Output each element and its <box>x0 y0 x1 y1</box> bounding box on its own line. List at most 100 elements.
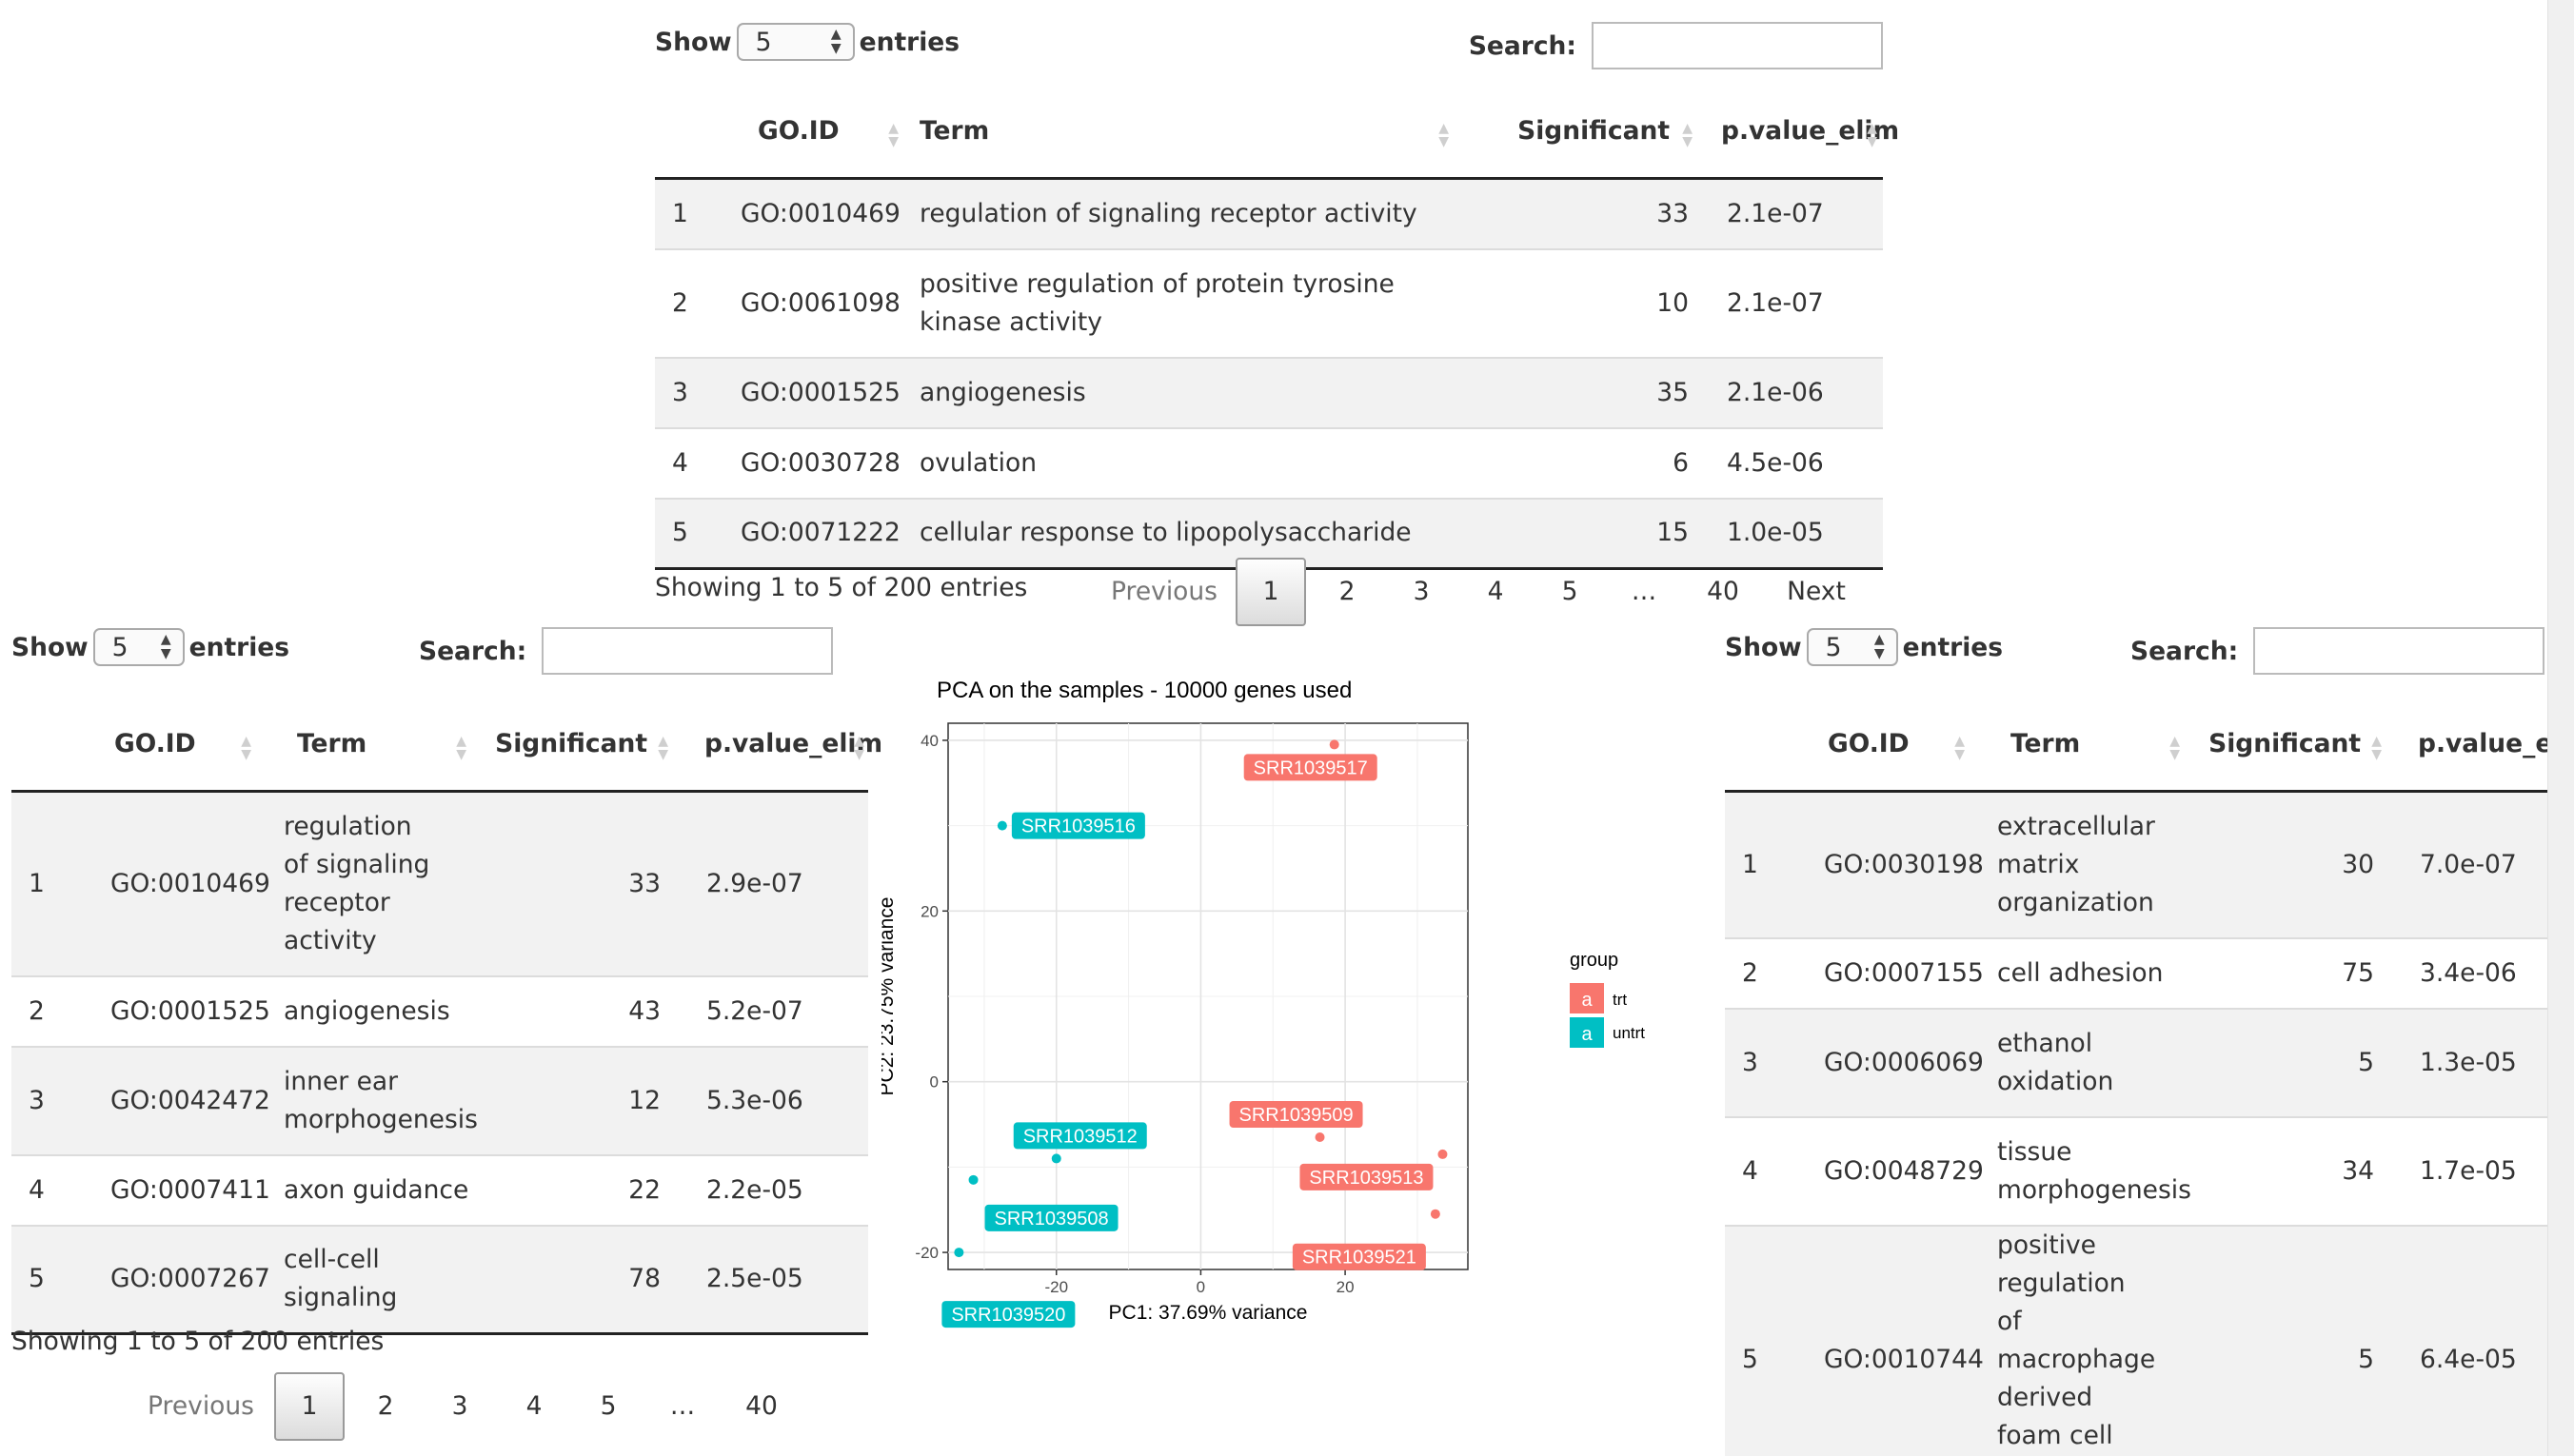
previous-button[interactable]: Previous <box>148 1391 254 1421</box>
pvalue-cell: 2.9e-07 <box>672 791 868 976</box>
table-row[interactable]: 2 GO:0007155 cell adhesion 75 3.4e-06 <box>1725 936 2574 1009</box>
x-axis-title: PC1: 37.69% variance <box>1109 1302 1308 1324</box>
search-input[interactable] <box>1592 22 1883 69</box>
go-id-cell: GO:0030728 <box>741 426 902 499</box>
row-index: 4 <box>11 1153 84 1226</box>
sort-icon: ▲ ▼ <box>1682 121 1693 149</box>
y-tick-label: -20 <box>915 1244 939 1262</box>
significant-cell: 15 <box>1464 497 1698 570</box>
previous-button[interactable]: Previous <box>1111 577 1218 606</box>
col-significant-header[interactable]: Significant ▲ ▼ <box>2186 697 2386 793</box>
page-1-button[interactable]: 1 <box>1236 558 1306 626</box>
page-2-button[interactable]: 2 <box>377 1391 394 1421</box>
point-label-box <box>1013 1122 1147 1150</box>
col-goid-header[interactable]: GO.ID ▲ ▼ <box>741 84 902 180</box>
table-row[interactable]: 1 GO:0030198 extracellular matrix organiza… <box>1725 791 2574 938</box>
table-row[interactable]: 5 GO:0010744 positive regulation of macrop… <box>1725 1224 2574 1456</box>
col-significant-header[interactable]: Significant ▲ ▼ <box>1464 84 1698 180</box>
row-index: 4 <box>1725 1115 1797 1226</box>
page-40-button[interactable]: 40 <box>1707 577 1739 606</box>
table-row[interactable]: 2 GO:0061098 positive regulation of protei… <box>655 247 1883 358</box>
significant-cell: 33 <box>1464 178 1698 249</box>
go-id-cell: GO:0010469 <box>741 178 902 249</box>
next-button[interactable]: Next <box>1787 577 1846 606</box>
length-control: Show 5 ▲ ▼ entries <box>11 628 289 666</box>
col-pvalue-header[interactable]: p.value_elim <box>2386 697 2574 793</box>
table-info: Showing 1 to 5 of 200 entries <box>655 573 1028 602</box>
go-id-cell: GO:0042472 <box>84 1045 270 1155</box>
page-1-button[interactable]: 1 <box>274 1372 345 1441</box>
data-point <box>968 1174 979 1185</box>
page-length-select[interactable]: 5 ▲ ▼ <box>92 628 185 666</box>
table-row[interactable]: 5 GO:0071222 cellular response to lipopoly… <box>655 497 1883 570</box>
significant-cell: 75 <box>2186 936 2386 1009</box>
row-index: 3 <box>1725 1007 1797 1117</box>
term-cell: regulation of signaling receptor activit… <box>257 791 472 976</box>
table-row[interactable]: 5 GO:0007267 cell-cell signaling 78 2.5e-05 <box>11 1224 868 1335</box>
data-point <box>1430 1209 1440 1219</box>
table-row[interactable]: 3 GO:0006069 ethanol oxidation 5 1.3e-05 <box>1725 1007 2574 1117</box>
x-tick-label: 0 <box>1197 1278 1205 1296</box>
select-arrows-icon: ▲ ▼ <box>830 27 842 56</box>
significant-cell: 43 <box>472 974 672 1047</box>
datatable-left: Show 5 ▲ ▼ entries Search: GO.ID ▲ ▼ Term ▲ ▼ … <box>11 619 882 1456</box>
search-control: Search: <box>1469 22 1883 69</box>
go-id-cell: GO:0007267 <box>84 1224 270 1335</box>
search-input[interactable] <box>2253 627 2545 675</box>
col-pvalue-header[interactable]: p.value_elim ▲ ▼ <box>672 697 882 793</box>
col-term-header[interactable]: Term ▲ ▼ <box>902 84 1464 180</box>
page-3-button[interactable]: 3 <box>1413 577 1430 606</box>
significant-cell: 12 <box>472 1045 672 1155</box>
search-label: Search: <box>419 636 527 666</box>
pvalue-cell: 1.3e-05 <box>2386 1007 2574 1117</box>
table-row[interactable]: 1 GO:0010469 regulation of signaling recep… <box>655 178 1883 249</box>
page-length-select[interactable]: 5 ▲ ▼ <box>1806 628 1898 666</box>
page-5-button[interactable]: 5 <box>1561 577 1578 606</box>
point-label-box <box>1243 754 1377 781</box>
data-point <box>954 1248 964 1258</box>
col-term-header[interactable]: Term ▲ ▼ <box>1970 697 2186 793</box>
term-cell: cell-cell signaling <box>257 1224 472 1335</box>
table-row[interactable]: 4 GO:0007411 axon guidance 22 2.2e-05 <box>11 1153 868 1226</box>
term-cell: positive regulation of macrophage derive… <box>1970 1224 2186 1456</box>
entries-label: entries <box>188 632 290 662</box>
col-significant-header[interactable]: Significant ▲ ▼ <box>472 697 672 793</box>
significant-cell: 35 <box>1464 356 1698 428</box>
point-label-box <box>1229 1100 1363 1128</box>
sort-icon: ▲ ▼ <box>456 734 466 762</box>
table-row[interactable]: 4 GO:0048729 tissue morphogenesis 34 1.7e-05 <box>1725 1115 2574 1226</box>
y-tick-label: 20 <box>921 902 939 920</box>
term-cell: extracellular matrix organization <box>1970 791 2186 938</box>
col-pvalue-header[interactable]: p.value_elim ▲ ▼ <box>1698 84 1899 180</box>
vertical-scrollbar[interactable] <box>2547 0 2574 1456</box>
page-2-button[interactable]: 2 <box>1338 577 1356 606</box>
pvalue-cell: 6.4e-05 <box>2386 1224 2574 1456</box>
page-4-button[interactable]: 4 <box>525 1391 543 1421</box>
table-row[interactable]: 4 GO:0030728 ovulation 6 4.5e-06 <box>655 426 1883 499</box>
table-row[interactable]: 3 GO:0001525 angiogenesis 35 2.1e-06 <box>655 356 1883 428</box>
col-goid-header[interactable]: GO.ID ▲ ▼ <box>84 697 257 793</box>
page-3-button[interactable]: 3 <box>451 1391 468 1421</box>
col-term-header[interactable]: Term ▲ ▼ <box>257 697 472 793</box>
table-row[interactable]: 2 GO:0001525 angiogenesis 43 5.2e-07 <box>11 974 868 1047</box>
col-index <box>1725 697 1797 793</box>
page-40-button[interactable]: 40 <box>745 1391 778 1421</box>
page-4-button[interactable]: 4 <box>1487 577 1504 606</box>
datatable-top: Show 5 ▲ ▼ entries Search: GO.ID ▲ ▼ Term ▲ ▼ … <box>655 19 1899 626</box>
col-goid-header[interactable]: GO.ID ▲ ▼ <box>1797 697 1970 793</box>
search-control: Search: <box>419 627 834 675</box>
page-5-button[interactable]: 5 <box>600 1391 617 1421</box>
results-table: GO.ID▲▼ Term▲▼ Significant▲▼ p.value_eli… <box>1725 697 2574 1456</box>
pvalue-cell: 4.5e-06 <box>1698 426 1883 499</box>
search-input[interactable] <box>542 627 834 675</box>
table-row[interactable]: 3 GO:0042472 inner ear morphogenesis 12 5.3e… <box>11 1045 868 1155</box>
sort-icon: ▲ ▼ <box>1438 121 1449 149</box>
table-row[interactable]: 1 GO:0010469 regulation of signaling recep… <box>11 791 868 976</box>
x-tick-label: 20 <box>1336 1278 1355 1296</box>
page-length-select[interactable]: 5 ▲ ▼ <box>736 23 855 61</box>
select-arrows-icon: ▲ ▼ <box>1873 632 1885 661</box>
sort-icon: ▲ ▼ <box>854 734 864 762</box>
row-index: 5 <box>655 497 741 570</box>
point-label-box <box>941 1301 1076 1328</box>
pvalue-cell: 7.0e-07 <box>2386 791 2574 938</box>
